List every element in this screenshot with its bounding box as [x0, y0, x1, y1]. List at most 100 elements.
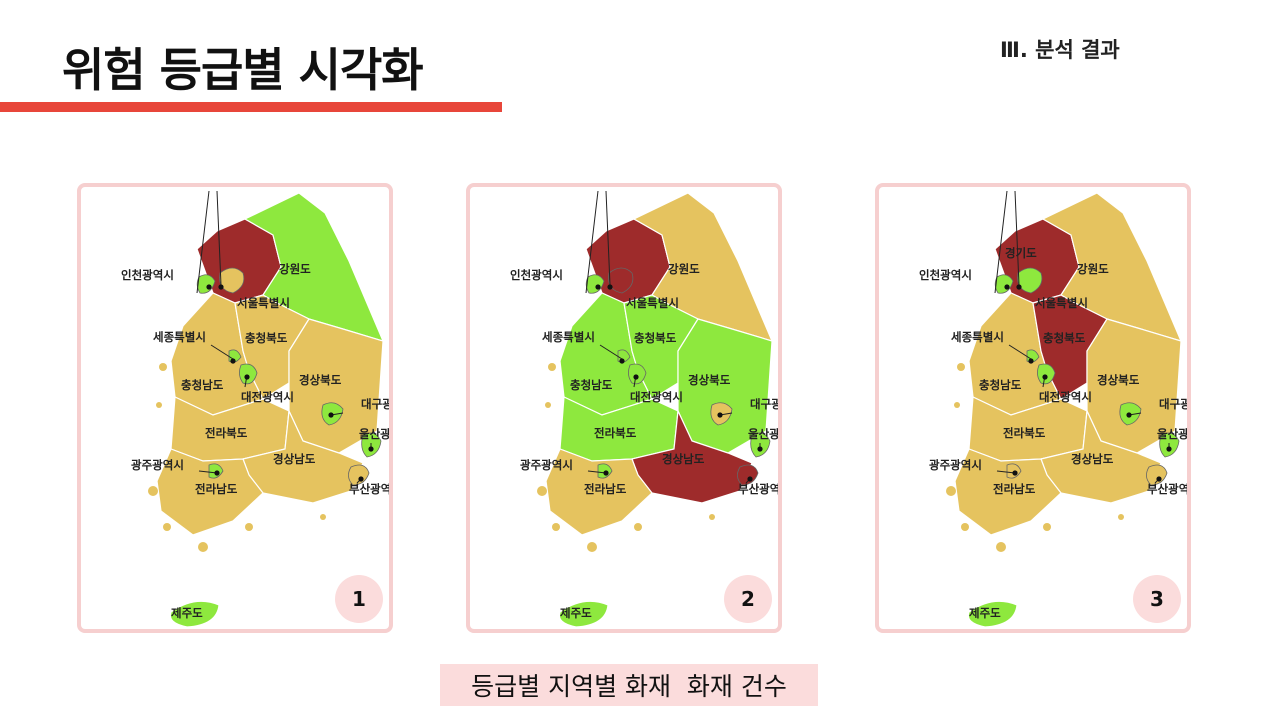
city-busan [1146, 464, 1168, 486]
label-sejong: 세종특별시 [951, 330, 1004, 344]
region-jeonnam [545, 448, 653, 536]
label-busan: 부산광역시 [349, 482, 389, 496]
label-chungbuk: 충청북도 [634, 331, 677, 345]
label-chungnam: 충청남도 [570, 378, 613, 392]
city-daejeon [628, 363, 647, 385]
label-seoul: 서울특별시 [626, 296, 679, 310]
island-shape [954, 402, 960, 408]
label-gyeongbuk: 경상북도 [688, 373, 731, 387]
label-gyeongnam: 경상남도 [273, 452, 316, 466]
leader-line [994, 190, 1008, 294]
section-label: Ⅲ. 분석 결과 [1000, 38, 1120, 62]
leader-line [1008, 344, 1032, 360]
island-shape [709, 514, 715, 520]
city-busan [737, 464, 759, 486]
marker-sejong [1028, 358, 1034, 364]
page-title: 위험 등급별 시각화 [62, 43, 424, 97]
region-gyeongbuk [677, 318, 773, 454]
leader-line [587, 470, 607, 474]
label-ulsan: 울산광역시 [1157, 427, 1187, 441]
label-ulsan: 울산광역시 [748, 427, 778, 441]
label-jeonnam: 전라남도 [584, 482, 627, 496]
label-jeonbuk: 전라북도 [594, 426, 637, 440]
label-incheon: 인천광역시 [121, 268, 174, 282]
map-panel-3: 인천광역시 서울특별시 강원도 경기도 세종특별시 충청북도 충청남도 대전광역시 경상북도 대구… [875, 183, 1191, 633]
marker-incheon [206, 284, 212, 290]
label-gwangju: 광주광역시 [929, 458, 982, 472]
label-seoul: 서울특별시 [1035, 296, 1088, 310]
label-jeju: 제주도 [969, 606, 1001, 620]
marker-seoul [607, 284, 613, 290]
label-jeonnam: 전라남도 [195, 482, 238, 496]
leader-line [196, 190, 210, 294]
city-busan [348, 464, 370, 486]
map-number-badge: 3 [1133, 575, 1181, 623]
marker-gwangju [603, 470, 609, 476]
label-gyeongnam: 경상남도 [662, 452, 705, 466]
region-jeju [967, 600, 1018, 628]
island-shape [148, 486, 158, 496]
label-seoul: 서울특별시 [237, 296, 290, 310]
marker-seoul [1016, 284, 1022, 290]
region-gyeongbuk [1086, 318, 1182, 454]
label-daegu: 대구광역시 [1159, 397, 1187, 411]
marker-busan [747, 476, 753, 482]
leader-line [210, 344, 234, 360]
marker-daegu [717, 412, 723, 418]
label-gyeongbuk: 경상북도 [299, 373, 342, 387]
marker-ulsan [1166, 446, 1172, 452]
label-daejeon: 대전광역시 [630, 390, 683, 404]
label-gyeonggi: 경기도 [1005, 246, 1037, 260]
map-number-badge: 1 [335, 575, 383, 623]
island-shape [163, 523, 171, 531]
label-chungnam: 충청남도 [979, 378, 1022, 392]
island-shape [537, 486, 547, 496]
island-shape [996, 542, 1006, 552]
marker-busan [1156, 476, 1162, 482]
marker-daegu [328, 412, 334, 418]
island-shape [961, 523, 969, 531]
label-sejong: 세종특별시 [542, 330, 595, 344]
leader-line [198, 470, 218, 474]
marker-daegu [1126, 412, 1132, 418]
island-shape [320, 514, 326, 520]
leader-line [996, 470, 1016, 474]
leader-line [605, 190, 611, 286]
label-sejong: 세종특별시 [153, 330, 206, 344]
label-jeju: 제주도 [560, 606, 592, 620]
label-chungnam: 충청남도 [181, 378, 224, 392]
label-gangwon: 강원도 [668, 262, 700, 276]
marker-daejeon [244, 374, 250, 380]
label-daegu: 대구광역시 [361, 397, 389, 411]
marker-gwangju [214, 470, 220, 476]
leader-line [599, 344, 623, 360]
label-busan: 부산광역시 [738, 482, 778, 496]
label-gyeongbuk: 경상북도 [1097, 373, 1140, 387]
figure-caption: 등급별 지역별 화재 화재 건수 [440, 664, 818, 706]
label-ulsan: 울산광역시 [359, 427, 389, 441]
label-daejeon: 대전광역시 [1039, 390, 1092, 404]
label-busan: 부산광역시 [1147, 482, 1187, 496]
marker-incheon [1004, 284, 1010, 290]
marker-daejeon [1042, 374, 1048, 380]
marker-sejong [619, 358, 625, 364]
marker-sejong [230, 358, 236, 364]
region-jeonnam [156, 448, 264, 536]
label-gwangju: 광주광역시 [131, 458, 184, 472]
island-shape [245, 523, 253, 531]
label-gangwon: 강원도 [279, 262, 311, 276]
island-shape [156, 402, 162, 408]
leader-line [1014, 190, 1020, 286]
label-daejeon: 대전광역시 [241, 390, 294, 404]
label-gangwon: 강원도 [1077, 262, 1109, 276]
island-shape [159, 363, 167, 371]
title-underline [0, 102, 502, 112]
island-shape [1118, 514, 1124, 520]
region-gyeongbuk [288, 318, 384, 454]
label-jeonnam: 전라남도 [993, 482, 1036, 496]
